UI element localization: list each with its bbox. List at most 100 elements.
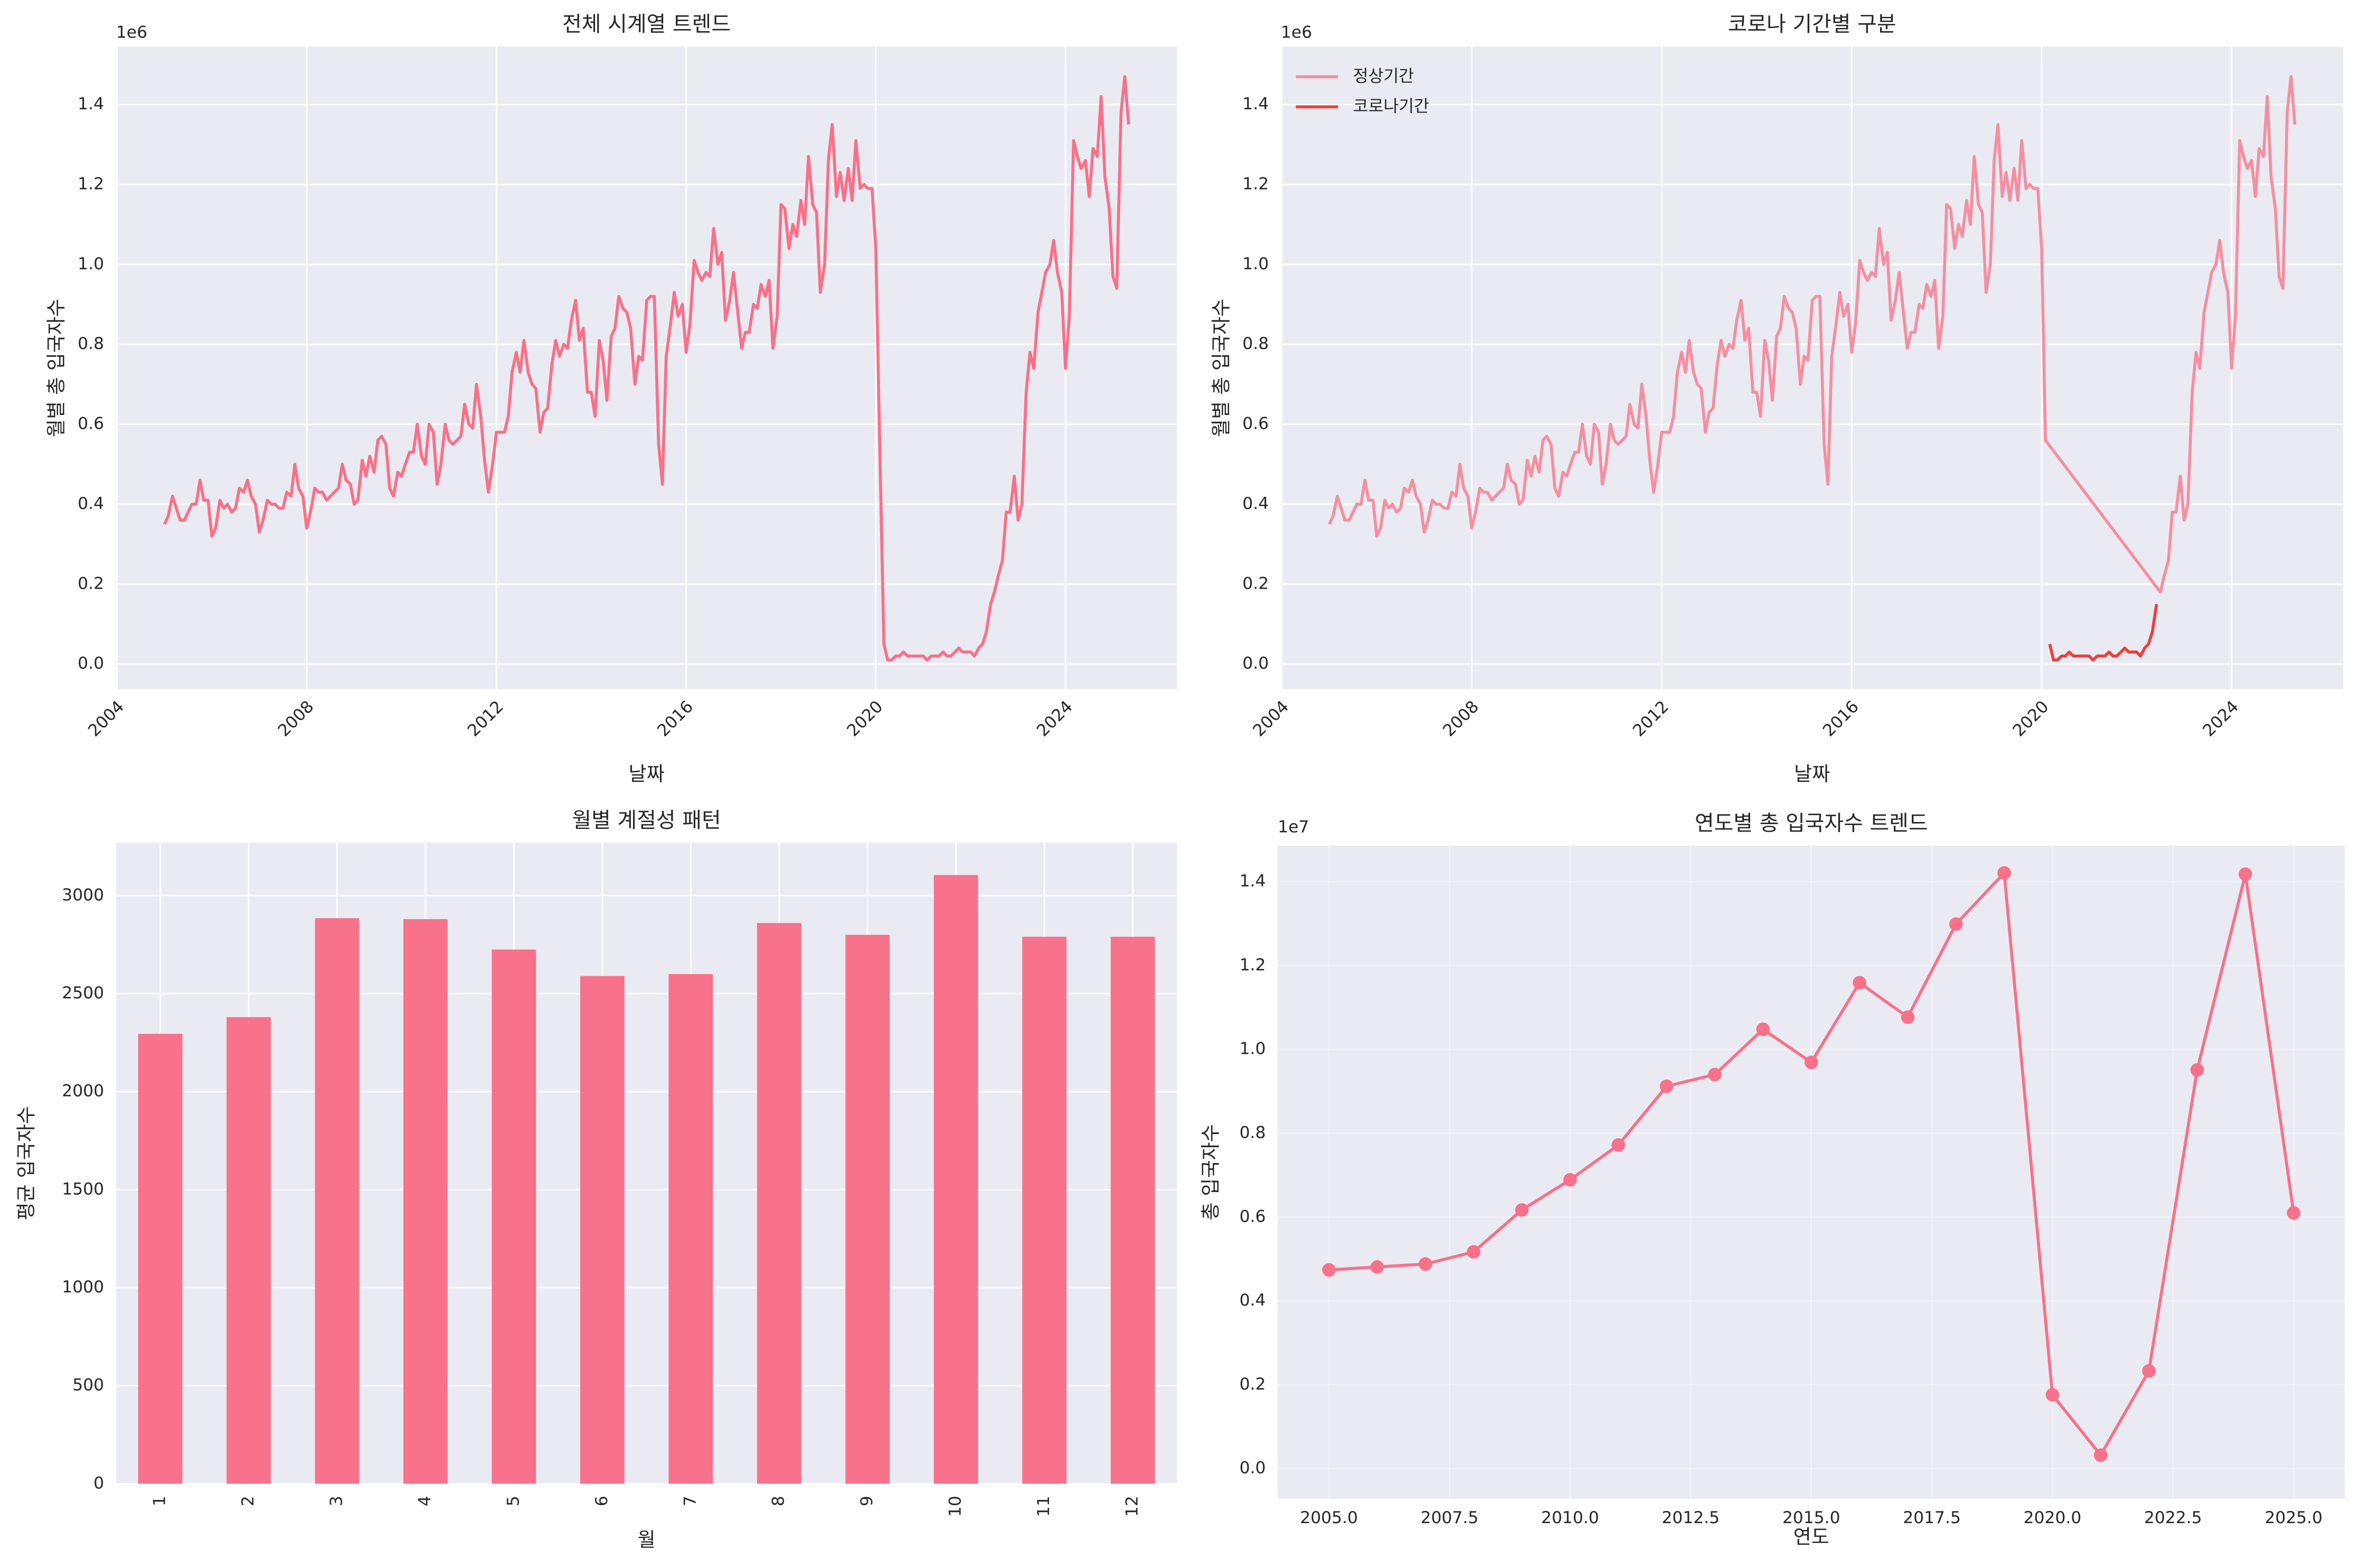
legend-label: 정상기간 (1353, 67, 1414, 86)
bar (403, 919, 448, 1484)
data-point (1901, 1010, 1915, 1024)
data-point (2190, 1063, 2204, 1077)
y-tick-label: 0.0 (1240, 1459, 1266, 1478)
x-tick-label: 7 (681, 1496, 700, 1506)
y-tick-label: 1.4 (1242, 95, 1269, 114)
data-point (2239, 867, 2252, 881)
bar (138, 1034, 183, 1484)
data-point (1322, 1263, 1336, 1277)
bar (315, 918, 360, 1484)
x-tick-label: 8 (769, 1496, 788, 1506)
x-tick-label: 2012.5 (1662, 1508, 1720, 1527)
x-tick-label: 6 (592, 1496, 611, 1506)
subplot-title: 전체 시계열 트렌드 (562, 12, 731, 36)
y-tick-label: 0.2 (78, 574, 104, 593)
y-tick-label: 0.2 (1240, 1375, 1266, 1394)
y-tick-label: 1.0 (1242, 254, 1269, 273)
data-point (1515, 1203, 1529, 1217)
data-point (1611, 1138, 1626, 1152)
y-tick-label: 1.0 (1240, 1040, 1266, 1059)
subplot: 0 500 1000 1500 2000 2500 3000 월별 계절성 패턴월 평균 입국자… (15, 808, 1177, 1551)
y-tick-label: 1500 (62, 1179, 104, 1198)
series-line (2048, 603, 2158, 662)
x-tick-label: 5 (504, 1496, 523, 1506)
y-offset-label: 1e7 (1278, 818, 1309, 837)
y-tick-label: 1.2 (78, 174, 104, 193)
y-tick-label: 1.4 (1240, 872, 1266, 891)
y-tick-label: 0.8 (1240, 1123, 1266, 1142)
data-point (1467, 1245, 1481, 1259)
subplot: 0.0 0.2 0.4 0.6 0.8 1.0 1.2 1.4 연도별 총 입국자수 트렌드연도… (1199, 811, 2345, 1548)
legend-label: 코로나기간 (1353, 97, 1429, 116)
y-tick-label: 0.0 (78, 654, 104, 673)
plot-area (116, 843, 1177, 1484)
y-tick-label: 0.4 (1240, 1291, 1266, 1310)
x-tick-label: 2 (239, 1496, 258, 1506)
x-tick-label: 2017.5 (1903, 1508, 1961, 1527)
y-tick-label: 0.0 (1242, 654, 1269, 673)
x-axis-label: 월 (638, 1528, 656, 1551)
x-tick-label: 4 (416, 1496, 435, 1506)
y-tick-label: 0.6 (1240, 1207, 1266, 1226)
y-axis-label: 월별 총 입국자수 (1210, 299, 1232, 437)
y-axis-label: 총 입국자수 (1199, 1124, 1222, 1220)
data-point (2142, 1364, 2156, 1378)
data-point (2287, 1206, 2301, 1220)
y-tick-label: 2000 (62, 1082, 104, 1101)
x-axis-label: 날짜 (1794, 762, 1830, 785)
y-tick-label: 0.6 (78, 414, 104, 433)
bar (845, 934, 890, 1484)
bar (580, 976, 625, 1484)
x-tick-label: 9 (857, 1496, 876, 1506)
bar (492, 949, 536, 1484)
y-tick-label: 3000 (62, 885, 104, 904)
x-tick-label: 10 (946, 1496, 965, 1517)
y-tick-label: 0.2 (1242, 574, 1269, 593)
data-point (1370, 1260, 1384, 1274)
bar (1022, 937, 1066, 1484)
x-tick-label: 2010.0 (1541, 1508, 1599, 1527)
data-point (2094, 1448, 2108, 1462)
y-tick-label: 1.2 (1240, 956, 1266, 975)
y-tick-label: 1.2 (1242, 174, 1269, 193)
data-point (1997, 866, 2011, 880)
subplot-title: 월별 계절성 패턴 (572, 808, 721, 833)
x-tick-label: 2020.0 (2024, 1508, 2082, 1527)
x-axis-label: 날짜 (628, 762, 664, 785)
x-tick-label: 2025.0 (2264, 1508, 2323, 1527)
subplot-title: 코로나 기간별 구분 (1728, 12, 1896, 36)
y-tick-label: 0.4 (1242, 494, 1269, 513)
plot-area (1278, 845, 2345, 1499)
data-point (1804, 1055, 1818, 1070)
data-point (2045, 1388, 2060, 1402)
x-tick-label: 2005.0 (1300, 1508, 1358, 1527)
data-point (1853, 976, 1866, 990)
series-line (163, 75, 1130, 662)
plot-area (1280, 46, 2344, 689)
y-tick-label: 0 (93, 1473, 104, 1493)
y-tick-label: 0.4 (78, 494, 104, 513)
data-point (1419, 1257, 1432, 1271)
y-offset-label: 1e6 (116, 23, 147, 42)
data-point (1708, 1068, 1722, 1082)
x-tick-label: 2022.5 (2144, 1508, 2202, 1527)
y-tick-label: 1.0 (78, 254, 104, 273)
x-tick-label: 2007.5 (1421, 1508, 1479, 1527)
x-tick-label: 1 (150, 1496, 169, 1506)
data-point (1563, 1173, 1577, 1187)
bar (757, 923, 801, 1484)
y-tick-label: 0.8 (78, 334, 104, 353)
subplot-title: 연도별 총 입국자수 트렌드 (1695, 811, 1928, 835)
y-offset-label: 1e6 (1281, 23, 1312, 42)
plot-area (116, 46, 1177, 689)
data-point (1756, 1022, 1770, 1036)
y-axis-label: 평균 입국자수 (15, 1106, 37, 1220)
data-point (1949, 917, 1963, 931)
y-tick-label: 1000 (62, 1278, 104, 1297)
bar (668, 974, 713, 1484)
bar (226, 1017, 271, 1484)
